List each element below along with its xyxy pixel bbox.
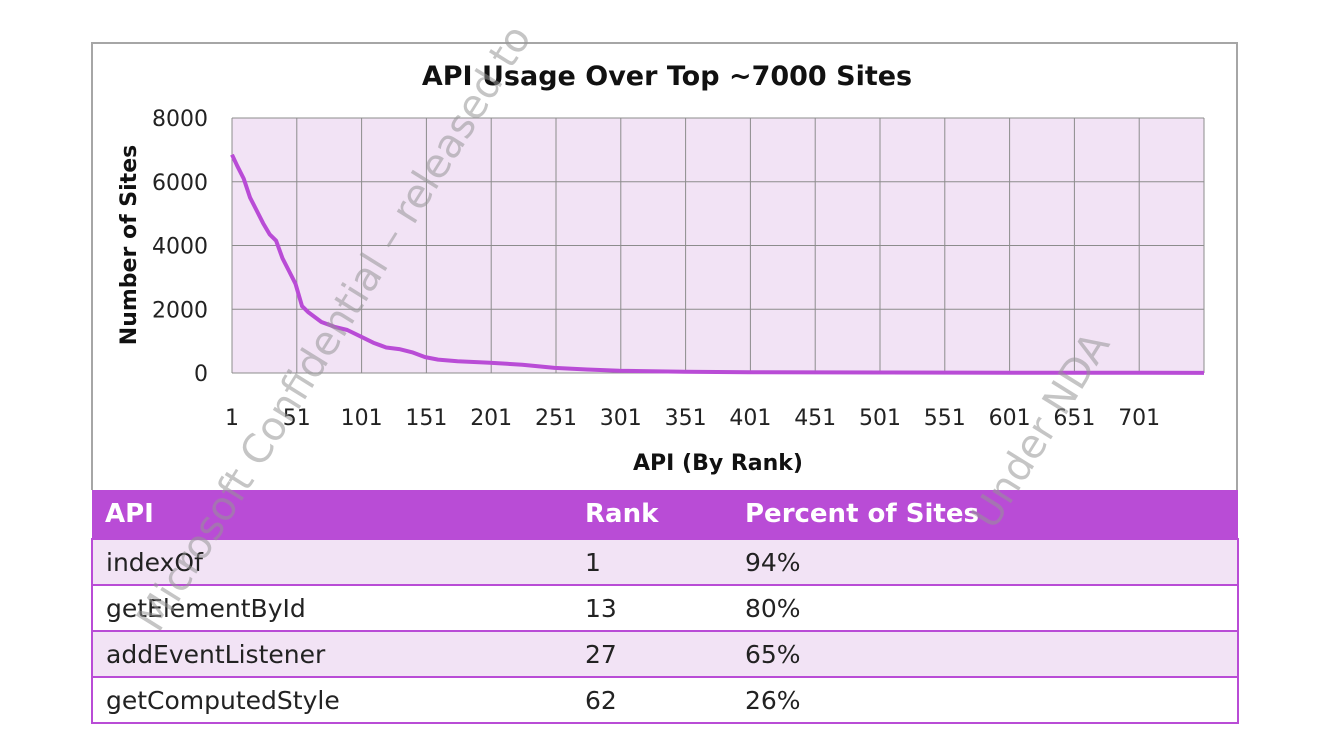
x-tick-label: 301	[600, 406, 642, 431]
header-api: API	[92, 490, 572, 539]
x-tick-labels: 1 51 101 151 201 251 301 351 401 451 501 551 601 651 7…	[225, 406, 1160, 431]
table-header-row: API Rank Percent of Sites	[92, 490, 1238, 539]
y-tick-label: 6000	[152, 171, 208, 196]
x-tick-label: 501	[859, 406, 901, 431]
x-tick-label: 1	[225, 406, 239, 431]
table-row: getComputedStyle 62 26%	[91, 676, 1239, 724]
x-tick-label: 551	[924, 406, 966, 431]
cell-rank: 13	[572, 584, 732, 631]
y-tick-label: 0	[194, 362, 208, 387]
api-usage-table: API Rank Percent of Sites indexOf 1 94% …	[91, 490, 1239, 724]
x-tick-label: 251	[535, 406, 577, 431]
x-tick-label: 101	[341, 406, 383, 431]
x-tick-label: 401	[729, 406, 771, 431]
header-percent: Percent of Sites	[732, 490, 1238, 539]
cell-rank: 62	[572, 676, 732, 724]
cell-api: addEventListener	[91, 630, 572, 677]
series-line	[230, 153, 1205, 375]
y-tick-label: 8000	[152, 107, 208, 132]
y-axis-label: Number of Sites	[117, 145, 142, 345]
y-tick-labels: 0 2000 4000 6000 8000	[152, 107, 208, 387]
x-axis-label: API (By Rank)	[633, 451, 803, 476]
y-tick-label: 2000	[152, 298, 208, 323]
x-tick-label: 451	[794, 406, 836, 431]
chart-title: API Usage Over Top ~7000 Sites	[422, 61, 912, 92]
x-tick-label: 601	[989, 406, 1031, 431]
x-tick-label: 651	[1053, 406, 1095, 431]
cell-percent: 26%	[732, 676, 1239, 724]
cell-percent: 80%	[732, 584, 1239, 631]
header-rank: Rank	[572, 490, 732, 539]
x-tick-label: 151	[405, 406, 447, 431]
x-tick-label: 51	[283, 406, 311, 431]
chart-frame: API Usage Over Top ~7000 Sites 0 2000 4000…	[91, 42, 1238, 490]
x-tick-label: 201	[470, 406, 512, 431]
cell-rank: 1	[572, 538, 732, 585]
cell-percent: 94%	[732, 538, 1239, 585]
cell-api: indexOf	[91, 538, 572, 585]
cell-percent: 65%	[732, 630, 1239, 677]
chart: API Usage Over Top ~7000 Sites 0 2000 4000…	[117, 61, 1205, 476]
x-tick-label: 701	[1118, 406, 1160, 431]
table-row: getElementById 13 80%	[91, 584, 1239, 631]
x-tick-label: 351	[665, 406, 707, 431]
cell-rank: 27	[572, 630, 732, 677]
cell-api: getComputedStyle	[91, 676, 572, 724]
grid	[231, 117, 1205, 374]
table-row: indexOf 1 94%	[91, 538, 1239, 585]
y-tick-label: 4000	[152, 235, 208, 260]
table-row: addEventListener 27 65%	[91, 630, 1239, 677]
cell-api: getElementById	[91, 584, 572, 631]
